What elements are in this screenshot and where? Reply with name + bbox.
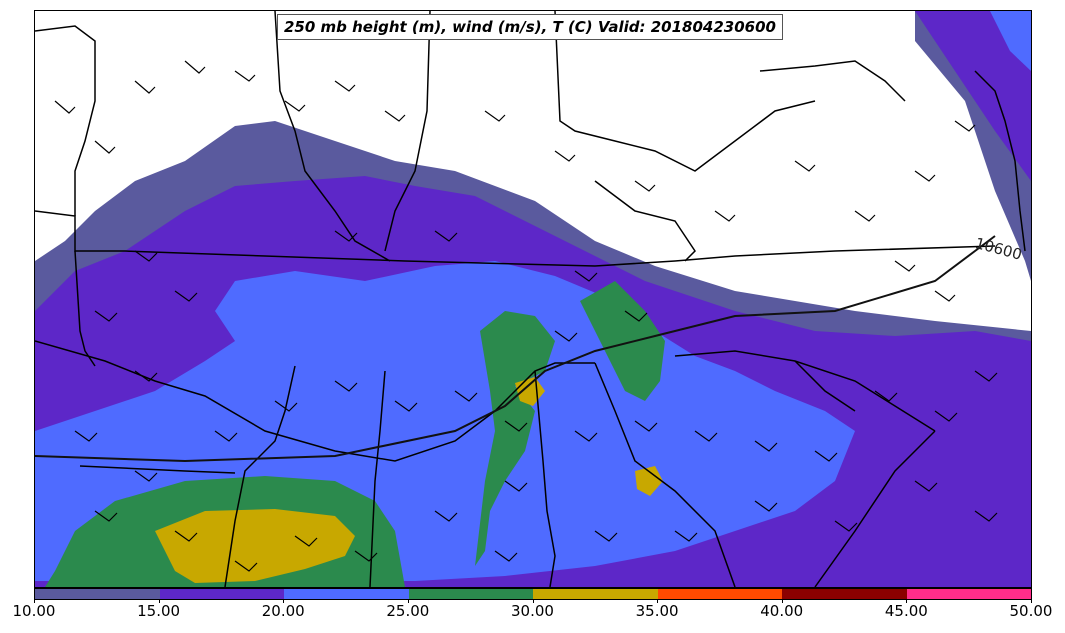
fill-30-35 <box>155 509 355 583</box>
colorbar-tick-label: 25.00 <box>386 602 430 620</box>
colorbar-tick <box>532 600 534 603</box>
map-title: 250 mb height (m), wind (m/s), T (C) Val… <box>277 14 783 40</box>
fill-below-10 <box>35 11 1031 331</box>
colorbar-segment <box>35 589 160 599</box>
colorbar-tick <box>283 600 285 603</box>
colorbar-tick <box>34 600 35 603</box>
colorbar-tick-label: 20.00 <box>261 602 305 620</box>
colorbar-segment <box>782 589 907 599</box>
colorbar-tick <box>1031 600 1032 603</box>
colorbar-segment <box>906 589 1031 599</box>
colorbar-tick <box>657 600 659 603</box>
fill-20-25-ne <box>990 11 1031 71</box>
wind-barbs <box>54 60 998 572</box>
wind-speed-map: 10600 <box>35 11 1031 587</box>
fill-25-30-east <box>580 281 665 401</box>
colorbar-tick-label: 15.00 <box>137 602 181 620</box>
colorbar-segment <box>533 589 658 599</box>
colorbar-segment <box>408 589 533 599</box>
colorbar-tick <box>906 600 908 603</box>
colorbar-tick-label: 45.00 <box>884 602 928 620</box>
fill-30-35-spot2 <box>635 466 663 496</box>
colorbar-segment <box>657 589 782 599</box>
colorbar-tick <box>407 600 409 603</box>
colorbar-tick-label: 10.00 <box>12 602 56 620</box>
height-contour <box>35 235 996 463</box>
colorbar-segment <box>284 589 409 599</box>
colorbar-tick-label: 40.00 <box>760 602 804 620</box>
map-panel: 10600 <box>34 10 1032 588</box>
colorbar-tick-label: 50.00 <box>1009 602 1053 620</box>
colorbar-tick <box>781 600 783 603</box>
colorbar-segment <box>159 589 284 599</box>
colorbar-tick-label: 35.00 <box>635 602 679 620</box>
fill-15-20-ne <box>915 11 1031 181</box>
colorbar <box>34 588 1032 600</box>
colorbar-tick <box>158 600 160 603</box>
state-boundaries <box>35 11 1026 587</box>
colorbar-tick-label: 30.00 <box>511 602 554 620</box>
